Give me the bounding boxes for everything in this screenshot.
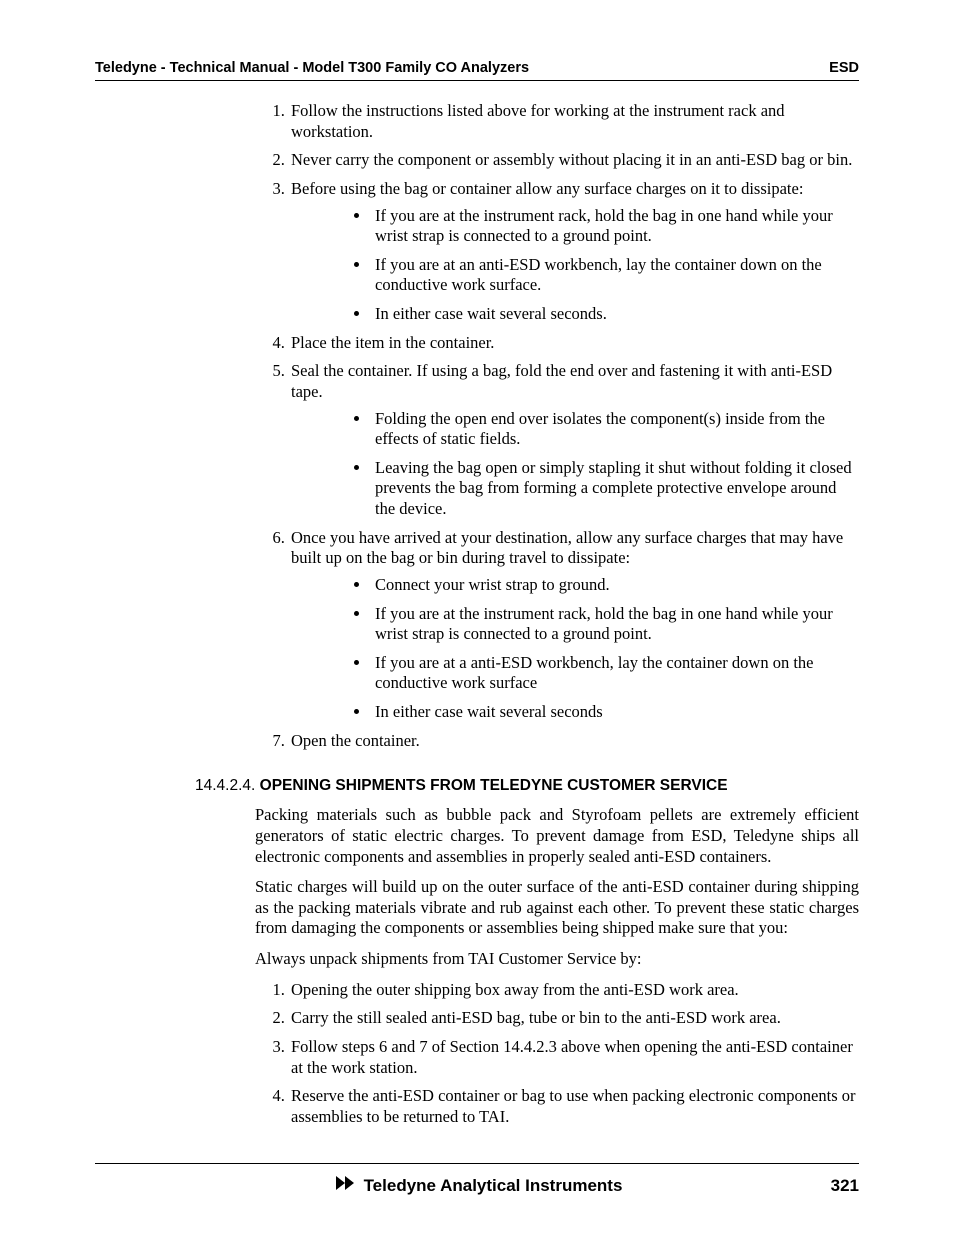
section-heading: 14.4.2.4. OPENING SHIPMENTS FROM TELEDYN… bbox=[95, 777, 859, 795]
bullet-item: If you are at the instrument rack, hold … bbox=[371, 604, 859, 645]
list-item: Opening the outer shipping box away from… bbox=[289, 980, 859, 1001]
section-body: Packing materials such as bubble pack an… bbox=[95, 805, 859, 1127]
header-left: Teledyne - Technical Manual - Model T300… bbox=[95, 60, 529, 76]
bullet-list: Folding the open end over isolates the c… bbox=[291, 409, 859, 520]
bullet-item: In either case wait several seconds. bbox=[371, 304, 859, 325]
footer-divider bbox=[95, 1163, 859, 1164]
list-item: Seal the container. If using a bag, fold… bbox=[289, 361, 859, 519]
bullet-list: Connect your wrist strap to ground. If y… bbox=[291, 575, 859, 723]
list-item: Never carry the component or assembly wi… bbox=[289, 150, 859, 171]
teledyne-logo-icon bbox=[332, 1174, 358, 1197]
list-item-text: Before using the bag or container allow … bbox=[291, 179, 803, 198]
section-number: 14.4.2.4. bbox=[195, 777, 260, 794]
paragraph: Packing materials such as bubble pack an… bbox=[255, 805, 859, 867]
list-item: Carry the still sealed anti-ESD bag, tub… bbox=[289, 1008, 859, 1029]
page-footer: Teledyne Analytical Instruments 321 bbox=[95, 1163, 859, 1197]
bullet-item: In either case wait several seconds bbox=[371, 702, 859, 723]
bullet-item: If you are at a anti-ESD workbench, lay … bbox=[371, 653, 859, 694]
procedure-list-2: Opening the outer shipping box away from… bbox=[255, 980, 859, 1128]
list-item: Once you have arrived at your destinatio… bbox=[289, 528, 859, 723]
list-item-text: Seal the container. If using a bag, fold… bbox=[291, 361, 832, 401]
list-item: Follow the instructions listed above for… bbox=[289, 101, 859, 142]
list-item: Reserve the anti-ESD container or bag to… bbox=[289, 1086, 859, 1127]
list-item-text: Once you have arrived at your destinatio… bbox=[291, 528, 843, 568]
procedure-list-1: Follow the instructions listed above for… bbox=[255, 101, 859, 751]
paragraph: Static charges will build up on the oute… bbox=[255, 877, 859, 939]
bullet-item: Leaving the bag open or simply stapling … bbox=[371, 458, 859, 520]
list-item: Place the item in the container. bbox=[289, 333, 859, 354]
bullet-item: Connect your wrist strap to ground. bbox=[371, 575, 859, 596]
page-header: Teledyne - Technical Manual - Model T300… bbox=[95, 60, 859, 81]
page: Teledyne - Technical Manual - Model T300… bbox=[0, 0, 954, 1235]
list-item: Open the container. bbox=[289, 731, 859, 752]
list-item: Follow steps 6 and 7 of Section 14.4.2.3… bbox=[289, 1037, 859, 1078]
footer-row: Teledyne Analytical Instruments 321 bbox=[95, 1174, 859, 1197]
bullet-item: Folding the open end over isolates the c… bbox=[371, 409, 859, 450]
page-number: 321 bbox=[831, 1176, 859, 1196]
paragraph: Always unpack shipments from TAI Custome… bbox=[255, 949, 859, 970]
bullet-list: If you are at the instrument rack, hold … bbox=[291, 206, 859, 325]
header-right: ESD bbox=[829, 60, 859, 76]
bullet-item: If you are at the instrument rack, hold … bbox=[371, 206, 859, 247]
body-content: Follow the instructions listed above for… bbox=[95, 101, 859, 751]
bullet-item: If you are at an anti-ESD workbench, lay… bbox=[371, 255, 859, 296]
list-item: Before using the bag or container allow … bbox=[289, 179, 859, 325]
footer-brand-text: Teledyne Analytical Instruments bbox=[364, 1176, 623, 1196]
footer-brand: Teledyne Analytical Instruments bbox=[332, 1174, 623, 1197]
section-title: OPENING SHIPMENTS FROM TELEDYNE CUSTOMER… bbox=[260, 777, 728, 794]
